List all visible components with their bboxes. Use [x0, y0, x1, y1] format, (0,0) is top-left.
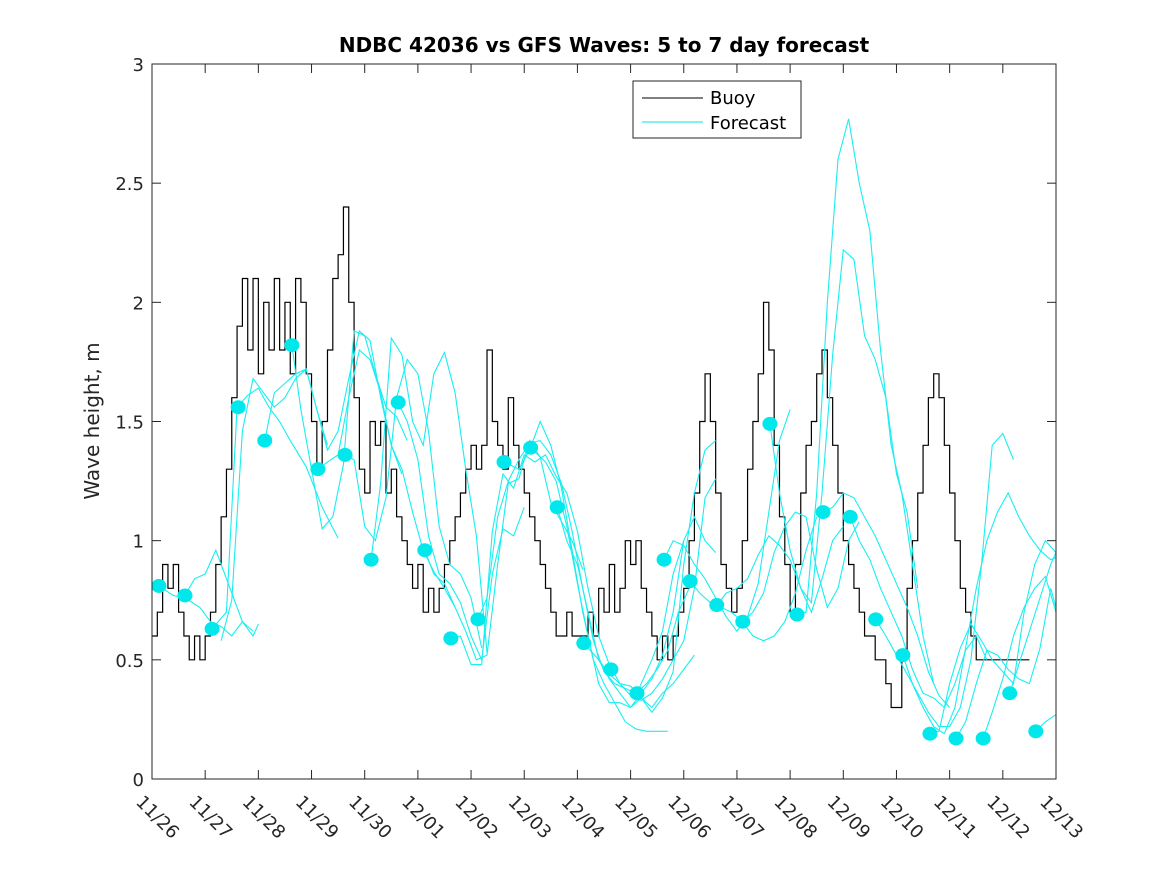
forecast-point	[842, 509, 858, 524]
forecast-point	[815, 505, 831, 520]
forecast-line	[1009, 552, 1056, 694]
x-tick-label: 12/10	[876, 792, 928, 844]
x-tick-label: 12/01	[397, 792, 449, 844]
forecast-point	[922, 726, 938, 741]
x-tick-label: 12/04	[557, 792, 609, 844]
chart-title: NDBC 42036 vs GFS Waves: 5 to 7 day fore…	[339, 33, 870, 57]
forecast-line	[344, 358, 483, 649]
forecast-line	[822, 492, 951, 708]
x-tick-label: 11/28	[238, 792, 290, 844]
forecast-point	[895, 648, 911, 663]
forecast-point	[417, 543, 433, 558]
forecast-point	[523, 440, 539, 455]
legend-box	[632, 80, 802, 139]
forecast-point	[656, 552, 672, 567]
forecast-point	[337, 447, 353, 462]
forecast-point	[549, 500, 565, 515]
x-tick-label: 12/07	[716, 792, 768, 844]
forecast-point	[390, 395, 406, 410]
forecast-point	[204, 621, 220, 636]
forecast-line	[636, 515, 717, 694]
plot-area	[152, 64, 1056, 779]
forecast-point	[1002, 686, 1018, 701]
forecast-point	[257, 433, 273, 448]
forecast-point	[284, 338, 300, 353]
forecast-line	[397, 402, 525, 662]
forecast-point	[629, 686, 645, 701]
x-tick-label: 11/27	[185, 792, 237, 844]
x-tick-label: 12/13	[1035, 792, 1087, 844]
legend-label-buoy: Buoy	[710, 88, 756, 109]
series-group	[152, 118, 1056, 746]
forecast-line	[769, 248, 919, 605]
y-tick-label: 1.5	[115, 413, 144, 434]
forecast-point	[603, 662, 619, 677]
y-tick-label: 2	[133, 293, 144, 314]
y-tick-label: 2.5	[115, 174, 144, 195]
x-tick-label: 11/26	[131, 792, 183, 844]
y-tick-label: 3	[133, 55, 144, 76]
forecast-point	[709, 598, 725, 613]
forecast-point	[868, 612, 884, 627]
forecast-line	[902, 491, 1056, 735]
forecast-line	[184, 548, 259, 638]
forecast-point	[470, 612, 486, 627]
x-tick-label: 12/08	[770, 792, 822, 844]
x-tick-label: 11/29	[291, 792, 343, 844]
x-tick-label: 12/05	[610, 792, 662, 844]
forecast-point	[1028, 724, 1044, 739]
x-tick-label: 12/09	[823, 792, 875, 844]
forecast-point	[975, 731, 991, 746]
x-tick-label: 12/03	[504, 792, 556, 844]
legend: Buoy Forecast	[632, 80, 802, 139]
legend-label-forecast: Forecast	[710, 113, 786, 134]
forecast-point	[177, 588, 193, 603]
forecast-line	[211, 387, 339, 630]
x-tick-label: 11/30	[344, 792, 396, 844]
forecast-point	[789, 607, 805, 622]
forecast-point	[363, 552, 379, 567]
buoy-line	[152, 206, 1030, 709]
y-axis-label: Wave height, m	[80, 342, 104, 499]
forecast-line	[370, 336, 488, 653]
forecast-line	[982, 575, 1056, 739]
x-tick-label: 12/02	[451, 792, 503, 844]
x-tick-label: 12/12	[982, 792, 1034, 844]
forecast-point	[948, 731, 964, 746]
x-tick-label: 12/11	[929, 792, 981, 844]
forecast-line	[955, 588, 1056, 739]
forecast-line	[742, 511, 860, 623]
forecast-point	[762, 416, 778, 431]
forecast-line	[450, 454, 717, 701]
forecast-point	[682, 574, 698, 589]
forecast-line	[796, 118, 935, 684]
forecast-point	[576, 636, 592, 651]
y-tick-label: 0.5	[115, 651, 144, 672]
forecast-point	[735, 614, 751, 629]
forecast-line	[530, 447, 685, 709]
forecast-line	[716, 526, 844, 614]
forecast-point	[230, 400, 246, 415]
forecast-point	[496, 455, 512, 470]
x-tick-label: 12/06	[663, 792, 715, 844]
forecast-point	[443, 631, 459, 646]
forecast-point	[310, 462, 326, 477]
y-tick-label: 0	[133, 770, 144, 791]
forecast-line	[929, 539, 1056, 735]
forecast-line	[663, 409, 791, 633]
forecast-point	[152, 578, 167, 593]
forecast-line	[158, 585, 254, 637]
y-tick-label: 1	[133, 532, 144, 553]
